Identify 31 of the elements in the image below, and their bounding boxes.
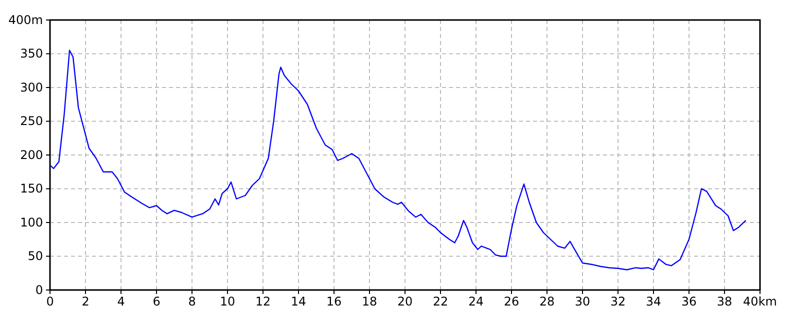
x-tick-label: 34 — [646, 294, 662, 309]
x-tick-label: 22 — [432, 294, 448, 309]
x-tick-label: 12 — [255, 294, 271, 309]
x-tick-label: 10 — [220, 294, 236, 309]
x-tick-label: 18 — [362, 294, 378, 309]
y-tick-label: 250 — [20, 114, 43, 128]
x-tick-label: 32 — [610, 294, 626, 309]
x-tick-label: 28 — [539, 294, 555, 309]
x-tick-label: 6 — [152, 294, 160, 309]
x-tick-label: 26 — [504, 294, 520, 309]
y-tick-label: 400m — [8, 12, 43, 27]
y-tick-label: 50 — [28, 249, 43, 264]
x-tick-label: 8 — [188, 294, 196, 309]
line-series — [49, 50, 746, 270]
y-tick-label: 0 — [35, 282, 43, 297]
x-tick-label: 4 — [117, 294, 125, 309]
x-tick-label: 20 — [397, 294, 413, 309]
y-tick-label: 150 — [20, 182, 43, 196]
y-tick-label: 350 — [20, 46, 43, 61]
x-tick-label: 36 — [681, 294, 697, 309]
y-tick-label: 300 — [20, 80, 43, 94]
y-tick-label: 200 — [20, 148, 43, 162]
x-tick-label: 0 — [46, 294, 54, 309]
x-tick-label: 24 — [468, 294, 484, 309]
y-tick-label: 100 — [20, 215, 43, 230]
x-tick-label: 14 — [290, 294, 306, 309]
x-tick-label: 16 — [326, 294, 342, 309]
x-tick-label: 38 — [716, 294, 732, 309]
x-tick-label: 40km — [743, 294, 777, 309]
x-tick-label: 30 — [574, 294, 590, 309]
x-tick-label: 2 — [82, 294, 90, 309]
